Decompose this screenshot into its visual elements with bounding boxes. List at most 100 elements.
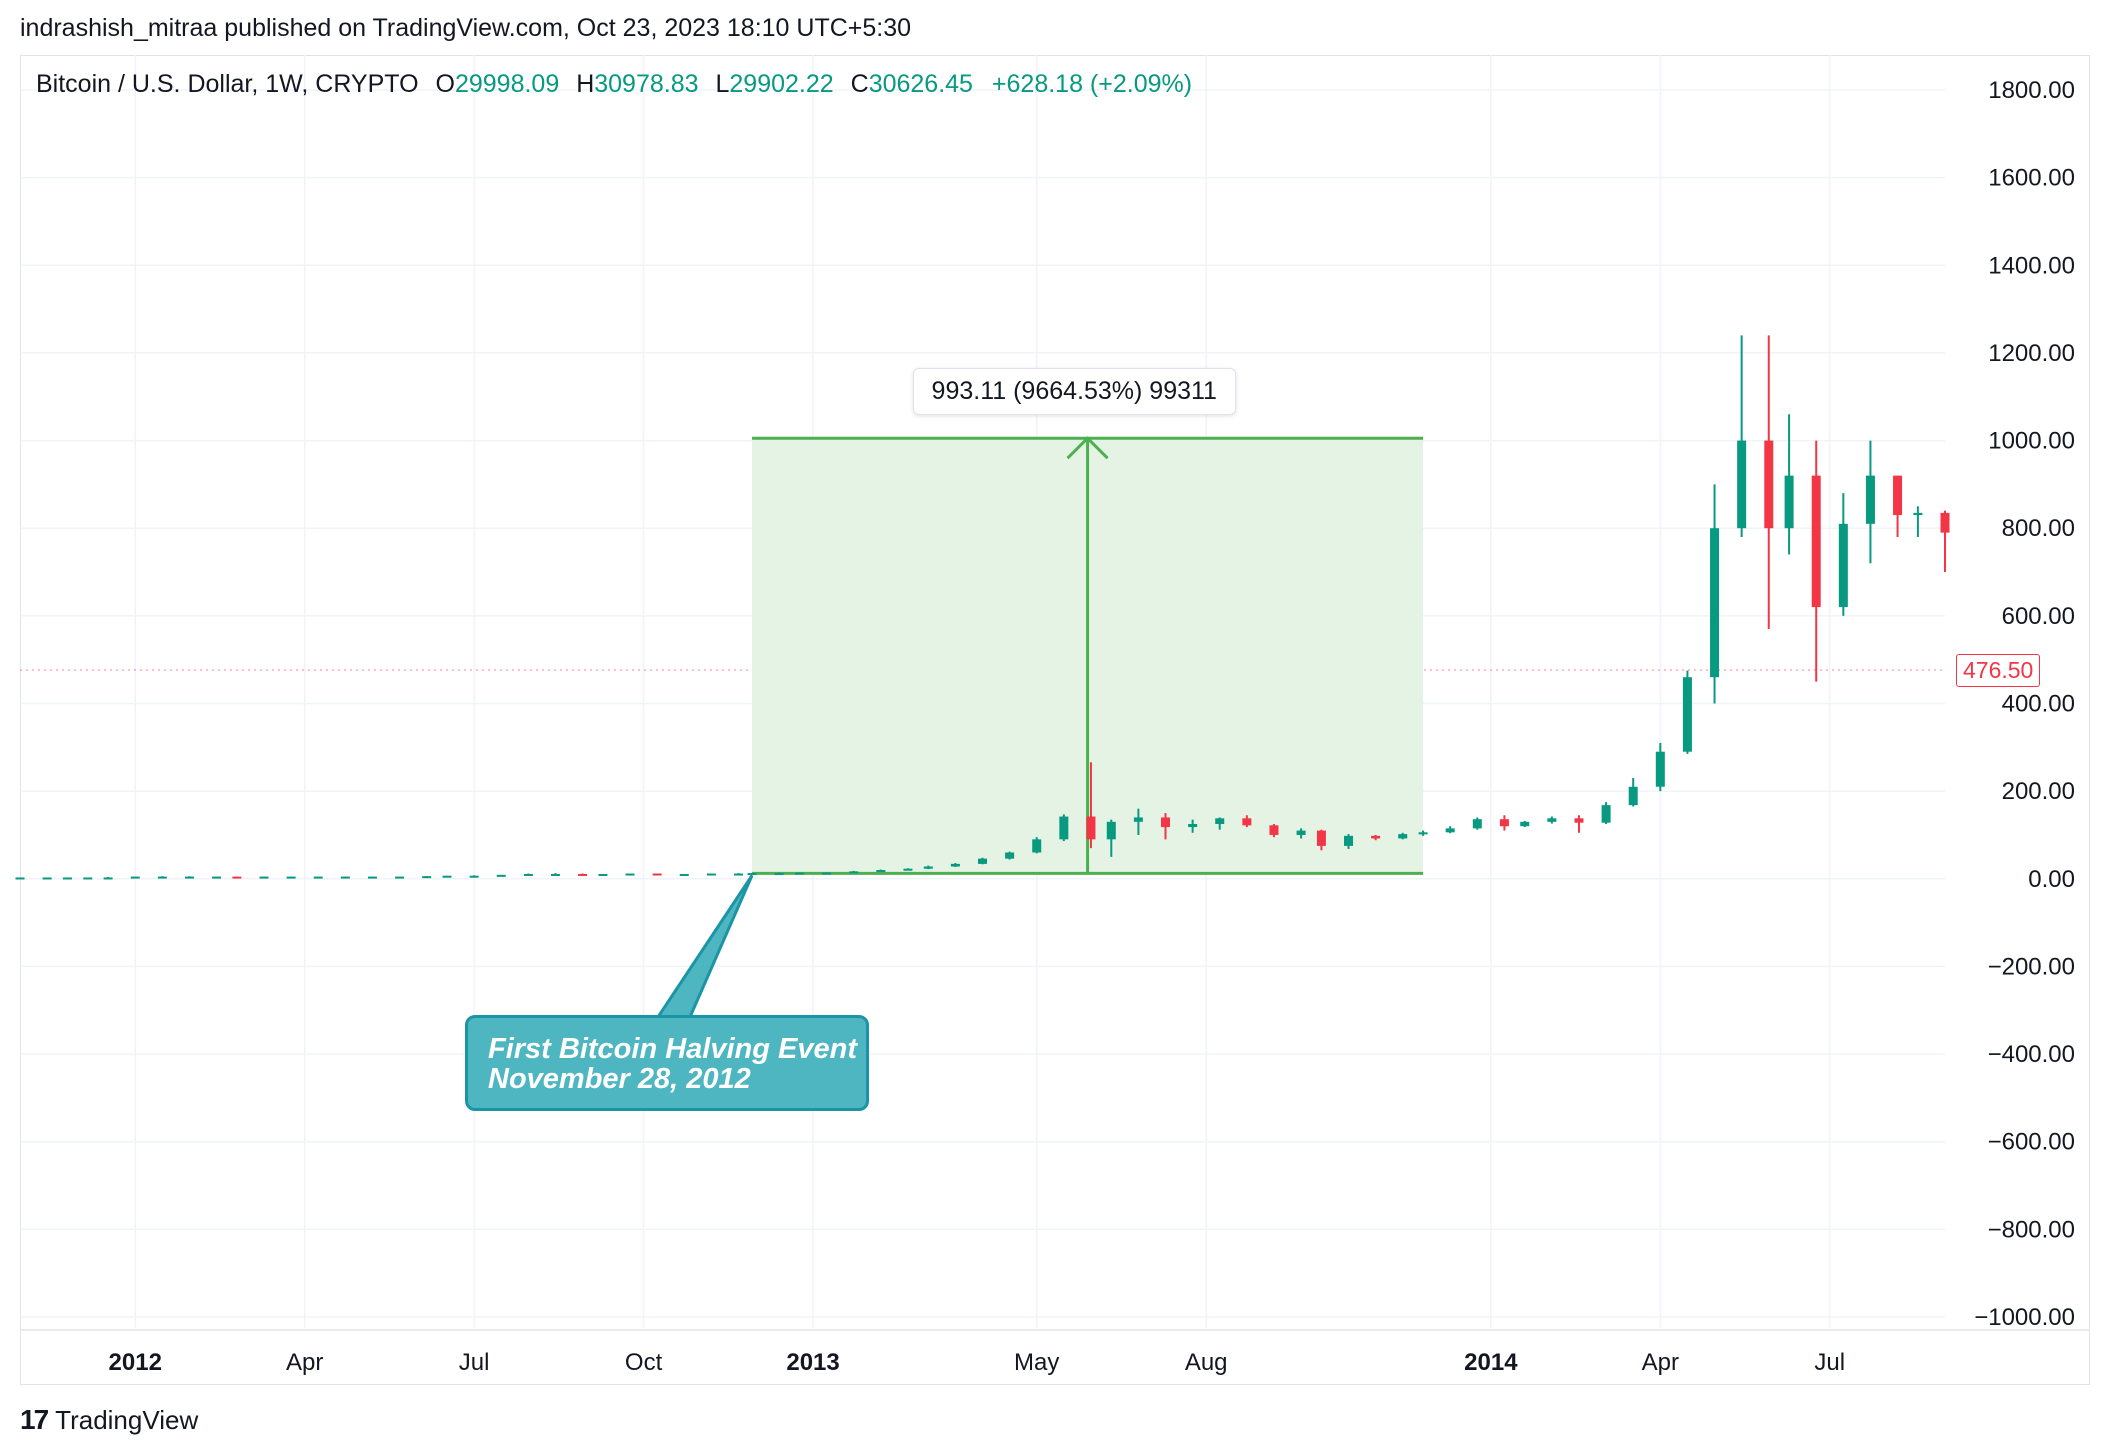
candle-body — [679, 873, 689, 876]
candle-body — [1940, 512, 1950, 533]
candle-body — [1499, 819, 1509, 827]
candle-body — [774, 873, 784, 876]
footer-brand[interactable]: 17 TradingView — [20, 1404, 198, 1436]
candle-up — [1838, 493, 1848, 616]
candle-body — [1838, 523, 1848, 608]
measurement-label[interactable]: 993.11 (9664.53%) 99311 — [912, 368, 1236, 416]
candle-up — [794, 872, 804, 875]
candle-body — [232, 876, 242, 879]
candle-body — [469, 875, 479, 878]
candle-up — [1005, 851, 1015, 860]
legend-close-label: C — [850, 70, 869, 98]
legend-close-value: 30626.45 — [868, 70, 973, 98]
y-tick-label: 1000.00 — [1988, 428, 2075, 455]
candle-body — [950, 863, 960, 867]
candle-up — [625, 873, 635, 876]
candle-body — [1106, 821, 1116, 840]
candle-up — [1710, 484, 1720, 704]
candle-body — [652, 873, 662, 876]
callout-pointer — [655, 874, 754, 1019]
legend-high-label: H — [576, 70, 595, 98]
candle-up — [1472, 817, 1482, 830]
candle-body — [1784, 475, 1794, 529]
candle-body — [62, 877, 72, 880]
candle-body — [794, 872, 804, 875]
symbol-legend: Bitcoin / U.S. Dollar, 1W, CRYPTO O29998… — [36, 70, 1192, 99]
candle-up — [1737, 335, 1747, 537]
candle-body — [1242, 818, 1252, 826]
candle-body — [259, 876, 269, 879]
candle-up — [367, 876, 377, 879]
legend-change: +628.18 (+2.09%) — [991, 70, 1193, 98]
candle-up — [1398, 832, 1408, 840]
y-tick-label: 200.00 — [2002, 778, 2075, 805]
x-tick-label: Apr — [286, 1349, 323, 1376]
y-tick-label: −800.00 — [1988, 1216, 2075, 1243]
candle-body — [1059, 816, 1069, 840]
candle-up — [679, 873, 689, 876]
x-tick-label: Oct — [625, 1349, 663, 1376]
candle-body — [1601, 805, 1611, 823]
candle-body — [1710, 528, 1720, 678]
y-tick-label: −400.00 — [1988, 1041, 2075, 1068]
candle-body — [550, 873, 560, 876]
candle-up — [469, 875, 479, 878]
candle-body — [286, 876, 296, 879]
candle-down — [1242, 815, 1252, 828]
candle-body — [1032, 839, 1042, 853]
candle-up — [747, 873, 757, 876]
candle-body — [15, 877, 25, 880]
candle-body — [1472, 819, 1482, 829]
y-tick-label: 1400.00 — [1988, 252, 2075, 279]
candle-up — [1296, 828, 1306, 839]
publisher-line: indrashish_mitraa published on TradingVi… — [20, 14, 912, 42]
candle-up — [1547, 816, 1557, 824]
candle-body — [1371, 835, 1381, 839]
candle-body — [706, 873, 716, 876]
candle-down — [232, 876, 242, 879]
candle-body — [747, 873, 757, 876]
candle-up — [1032, 837, 1042, 854]
candle-up — [130, 876, 140, 879]
candle-body — [733, 873, 743, 876]
candle-body — [1344, 835, 1354, 846]
legend-high-value: 30978.83 — [594, 70, 699, 98]
candle-up — [1106, 819, 1116, 857]
y-tick-label: 1200.00 — [1988, 340, 2075, 367]
candle-up — [523, 873, 533, 876]
candle-down — [1764, 335, 1774, 630]
candle-body — [1316, 830, 1326, 846]
halving-callout[interactable]: First Bitcoin Halving Event November 28,… — [465, 1015, 869, 1111]
candle-body — [184, 876, 194, 879]
y-tick-label: −200.00 — [1988, 953, 2075, 980]
candle-body — [83, 877, 93, 880]
candle-down — [1893, 475, 1903, 537]
last-price-tag: 476.50 — [1956, 653, 2041, 687]
candle-body — [395, 876, 405, 879]
candle-down — [1574, 815, 1584, 833]
candle-body — [313, 876, 323, 879]
candle-down — [578, 873, 588, 876]
candle-body — [1133, 817, 1143, 822]
candle-down — [1086, 762, 1096, 849]
candle-up — [774, 872, 784, 876]
candle-up — [706, 873, 716, 876]
legend-open-label: O — [435, 70, 455, 98]
y-tick-label: 400.00 — [2002, 691, 2075, 718]
candle-body — [1188, 824, 1198, 828]
candle-body — [130, 876, 140, 879]
price-range-arrow-head — [1066, 436, 1109, 460]
chart-frame[interactable] — [20, 55, 2090, 1385]
candle-body — [822, 872, 832, 875]
candle-up — [286, 876, 296, 879]
candle-body — [923, 866, 933, 869]
candlestick-series — [15, 335, 1950, 880]
candle-body — [598, 873, 608, 876]
candle-body — [212, 876, 222, 879]
candle-up — [1784, 414, 1794, 555]
x-tick-label: Apr — [1642, 1349, 1679, 1376]
candle-up — [1601, 802, 1611, 825]
candle-body — [1865, 475, 1875, 524]
price-range-measurement — [752, 436, 1424, 875]
